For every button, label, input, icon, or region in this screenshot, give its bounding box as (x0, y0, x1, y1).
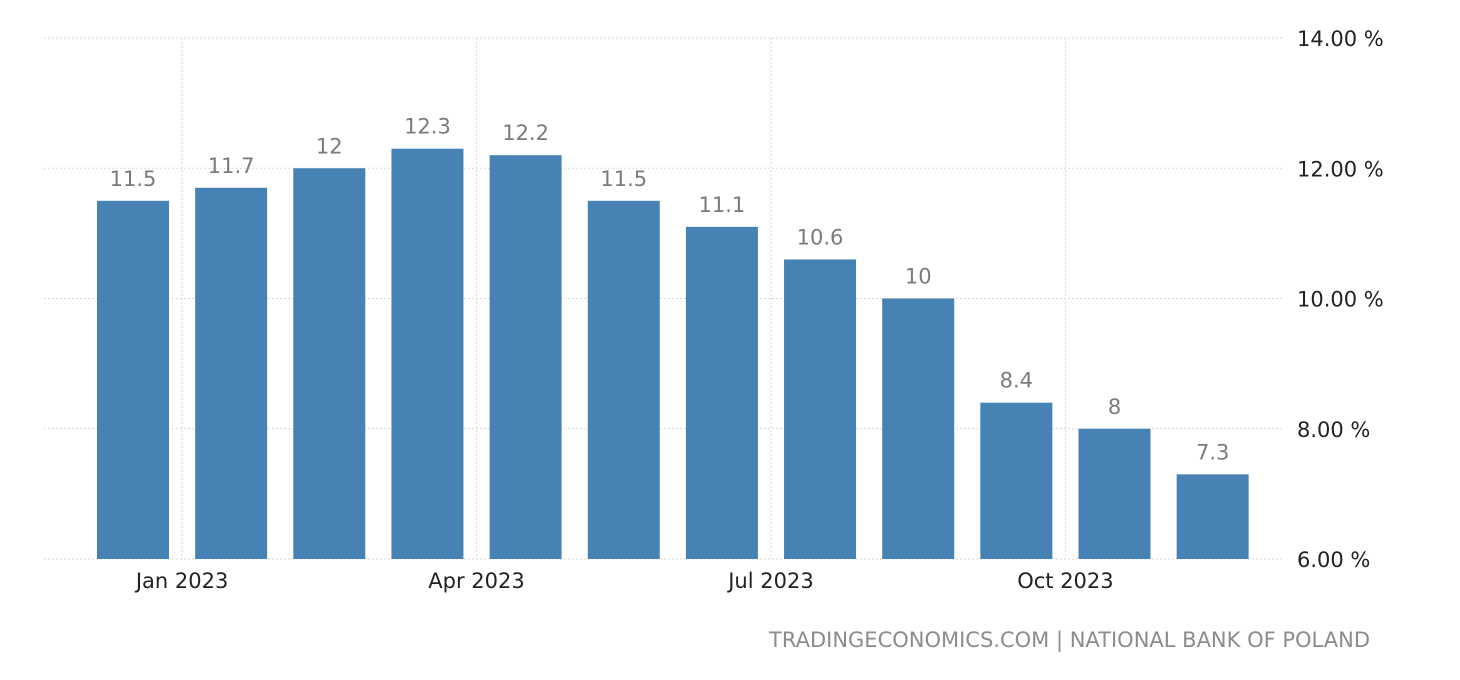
bar (685, 226, 758, 560)
bar-value-label: 10.6 (797, 225, 844, 249)
bar (1078, 428, 1151, 559)
bars (97, 148, 1249, 560)
bar-value-label: 10 (905, 265, 932, 289)
bar-value-label: 12 (316, 134, 343, 158)
bar (293, 168, 366, 559)
y-tick-label: 8.00 % (1297, 418, 1370, 442)
bar (195, 187, 268, 559)
bar (97, 200, 169, 559)
grid (44, 37, 1283, 560)
bar (587, 200, 660, 559)
bar-value-label: 8.4 (1000, 369, 1033, 393)
data-labels: 11.5 11.7 12 12.3 12.2 11.5 11.1 10.6 10 8.4 8 7.3 (110, 115, 1230, 465)
x-tick-label: Apr 2023 (428, 569, 524, 593)
bar (1176, 474, 1249, 559)
bar (980, 402, 1053, 559)
y-tick-label: 10.00 % (1297, 288, 1384, 312)
bar (489, 155, 562, 559)
source-credit: TRADINGECONOMICS.COM | NATIONAL BANK OF … (769, 628, 1370, 652)
bar-value-label: 11.5 (600, 167, 647, 191)
x-tick-label: Jan 2023 (134, 569, 229, 593)
bar (391, 148, 464, 559)
x-tick-label: Oct 2023 (1017, 569, 1113, 593)
bar (882, 298, 955, 559)
bar-value-label: 11.1 (699, 193, 746, 217)
bar-value-label: 11.5 (110, 167, 157, 191)
bar-value-label: 12.3 (404, 115, 451, 139)
bar (784, 259, 857, 559)
y-tick-label: 12.00 % (1297, 157, 1384, 181)
bar-value-label: 12.2 (502, 121, 549, 145)
y-tick-label: 6.00 % (1297, 548, 1370, 572)
x-tick-label: Jul 2023 (726, 569, 813, 593)
y-tick-label: 14.00 % (1297, 27, 1384, 51)
bar-value-label: 11.7 (208, 154, 255, 178)
bar-value-label: 8 (1108, 395, 1121, 419)
y-axis: 14.00 % 12.00 % 10.00 % 8.00 % 6.00 % (1297, 27, 1384, 572)
x-axis: Jan 2023 Apr 2023 Jul 2023 Oct 2023 (134, 569, 1114, 593)
bar-value-label: 7.3 (1196, 440, 1229, 464)
